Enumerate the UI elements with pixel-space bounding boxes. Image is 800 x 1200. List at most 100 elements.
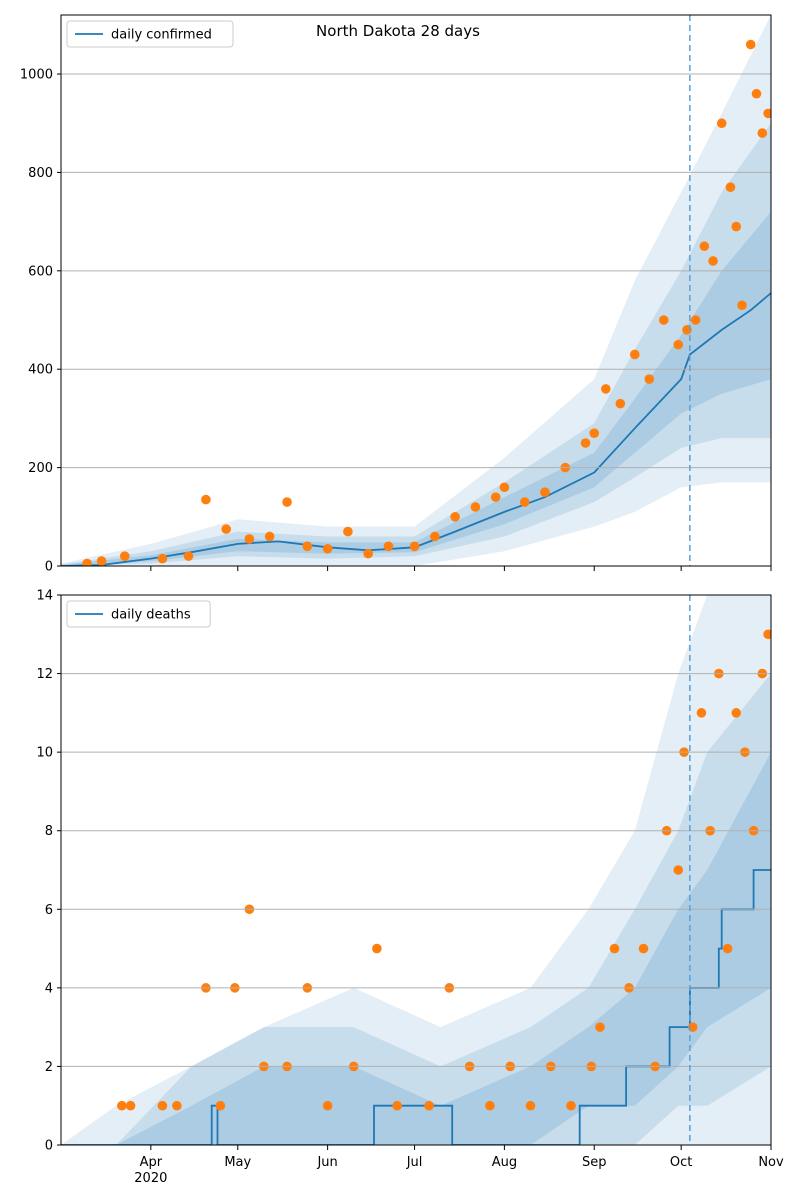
x-tick-label: Nov [758,1155,784,1170]
data-point [343,526,353,537]
confidence-band-middle [61,673,771,1145]
y-tick-label: 200 [28,461,53,476]
y-tick-label: 14 [36,589,53,604]
legend-box [66,600,211,628]
data-point [737,300,747,311]
data-point [722,943,733,954]
confidence-band-inner [61,752,771,1145]
data-point [566,1100,576,1111]
data-point [519,497,530,507]
x-year-label: 2020 [134,1171,167,1186]
x-tick-label: Jun [316,1155,337,1170]
y-tick-label: 4 [45,981,53,996]
data-point [751,88,762,99]
legend: daily deaths [66,600,211,628]
y-tick-label: 800 [28,166,53,181]
x-tick-label: Jul [406,1155,423,1170]
y-tick-label: 12 [36,667,53,682]
x-tick-label: Sep [582,1155,607,1170]
data-point [731,221,742,232]
data-point [540,487,550,498]
data-point [690,315,701,325]
data-point [696,708,707,718]
data-point [302,541,313,552]
data-point [589,428,600,438]
data-point [763,108,771,119]
data-point [595,1022,605,1032]
data-point [322,543,333,554]
data-point [430,531,440,542]
data-point [424,1100,434,1111]
data-point [731,708,742,718]
data-point [470,502,481,512]
data-point [485,1100,495,1111]
data-point [383,541,394,552]
data-point [125,1100,136,1111]
confidence-band-outer [61,595,771,1145]
confidence-band-outer [61,15,771,566]
legend: daily confirmed [66,20,234,48]
data-point [392,1100,402,1111]
data-point [117,1100,127,1111]
data-point [221,524,231,534]
data-point [615,398,626,409]
data-point [745,39,756,50]
axes-frame [60,14,772,567]
y-tick-label: 600 [28,264,53,279]
plot-area [61,595,771,1145]
series-line [61,869,771,1145]
legend-box [66,20,234,48]
data-point [525,1100,536,1111]
y-tick-label: 10 [36,746,53,761]
data-point [601,384,611,394]
confidence-band-inner [61,211,771,566]
data-point [580,438,591,448]
plot-area [61,15,771,566]
y-tick-label: 0 [45,1139,53,1154]
chart-title: North Dakota 28 days [316,22,480,40]
observed-points [82,39,771,566]
legend-label: daily deaths [111,608,191,623]
data-point [372,943,382,954]
data-point [629,349,640,360]
confidence-band-middle [61,123,771,566]
y-tick-label: 1000 [20,68,53,83]
data-point [282,497,292,507]
data-point [699,241,710,252]
data-point [673,865,684,875]
data-point [157,1100,168,1111]
data-point [658,315,669,325]
data-point [708,256,718,266]
data-point [264,531,275,542]
data-point [490,492,501,502]
x-tick-label: May [224,1155,251,1170]
data-point [201,494,211,505]
data-point [716,118,727,129]
data-point [82,558,92,566]
data-point [450,512,460,522]
data-point [172,1100,182,1111]
x-tick-label: Oct [670,1155,692,1170]
axes-frame [60,594,772,1146]
x-tick-label: Aug [492,1155,517,1170]
y-tick-label: 400 [28,363,53,378]
data-point [757,128,768,138]
data-point [409,541,420,552]
data-point [499,482,510,493]
data-point [119,551,130,561]
data-point [157,553,168,564]
y-tick-label: 0 [45,560,53,575]
x-tick-label: Apr [140,1155,163,1170]
data-point [725,182,736,192]
confirmed-panel: 0 200 400 600 800 1000 daily confirmed [20,14,772,575]
data-point [244,534,255,544]
y-tick-label: 2 [45,1060,53,1075]
y-tick-label: 6 [45,903,53,918]
data-point [363,548,373,559]
y-tick-label: 8 [45,824,53,839]
data-point [609,943,620,954]
data-point [638,943,649,954]
data-point [215,1100,226,1111]
data-point [763,629,771,640]
